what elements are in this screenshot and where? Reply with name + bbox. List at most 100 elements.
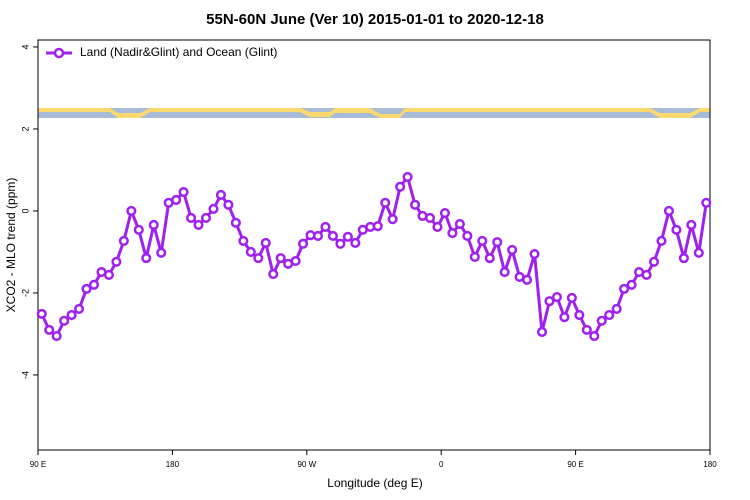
- data-point: [44, 324, 55, 335]
- data-point: [424, 212, 436, 223]
- data-point: [559, 312, 570, 323]
- data-point: [678, 253, 689, 264]
- data-point: [342, 231, 353, 242]
- data-point: [298, 238, 309, 249]
- data-point: [126, 205, 137, 217]
- data-point: [686, 219, 697, 230]
- data-point: [171, 194, 182, 205]
- data-point: [499, 267, 510, 278]
- y-axis-label: XCO2 - MLO trend (ppm): [4, 178, 18, 313]
- land-ocean-strip: [38, 108, 710, 118]
- data-point: [484, 253, 495, 264]
- data-point: [215, 189, 226, 201]
- data-point: [671, 224, 682, 235]
- data-point: [275, 253, 286, 264]
- data-point: [350, 237, 361, 248]
- y-tick-label: -4: [20, 371, 30, 379]
- data-point: [611, 303, 622, 315]
- data-point: [81, 283, 92, 294]
- data-point: [245, 246, 256, 258]
- data-point: [529, 248, 540, 260]
- data-point: [312, 230, 324, 242]
- data-point: [327, 230, 338, 242]
- data-point: [648, 256, 660, 267]
- data-point: [253, 253, 264, 264]
- data-point: [88, 279, 100, 290]
- data-point: [74, 303, 85, 315]
- data-point: [223, 199, 234, 210]
- data-point: [469, 251, 480, 262]
- data-point: [656, 235, 667, 246]
- legend-marker: [53, 47, 65, 59]
- x-tick-label: 180: [166, 460, 180, 469]
- data-point: [230, 217, 241, 228]
- data-point: [544, 296, 555, 307]
- data-point: [410, 199, 421, 210]
- data-point: [238, 235, 249, 246]
- data-point: [320, 221, 331, 233]
- data-point: [589, 330, 600, 342]
- y-tick-label: -2: [20, 289, 30, 297]
- data-point: [387, 214, 398, 225]
- x-axis-label: Longitude (deg E): [327, 476, 422, 490]
- x-tick-label: 180: [703, 460, 717, 469]
- x-tick-label: 90 W: [297, 460, 316, 469]
- data-point: [66, 310, 77, 321]
- data-point: [462, 230, 473, 242]
- data-point: [551, 292, 562, 303]
- x-tick-label: 90 E: [30, 460, 46, 469]
- data-point: [536, 326, 548, 337]
- data-point: [133, 224, 144, 235]
- data-point: [268, 269, 279, 280]
- legend-label: Land (Nadir&Glint) and Ocean (Glint): [80, 45, 277, 59]
- land-band: [38, 108, 710, 118]
- data-point: [402, 171, 413, 182]
- data-point: [522, 274, 533, 285]
- data-point: [118, 235, 129, 246]
- data-point: [36, 308, 47, 319]
- data-point: [454, 219, 465, 230]
- data-point: [604, 310, 615, 321]
- data-point: [111, 256, 122, 267]
- data-point: [596, 315, 607, 326]
- data-point: [507, 244, 518, 255]
- data-point: [626, 279, 637, 290]
- data-point: [51, 330, 62, 342]
- data-point: [103, 269, 114, 280]
- data-point: [439, 207, 450, 219]
- data-point: [186, 212, 197, 223]
- data-point: [260, 237, 271, 248]
- data-point: [335, 238, 346, 249]
- y-tick-label: 0: [20, 208, 30, 213]
- data-point: [432, 221, 443, 233]
- data-point: [200, 212, 212, 223]
- x-tick-label: 90 E: [567, 460, 583, 469]
- y-tick-label: 2: [20, 126, 30, 131]
- data-point: [581, 324, 592, 335]
- data-point: [693, 247, 704, 258]
- data-point: [477, 235, 488, 246]
- data-point: [148, 219, 159, 230]
- data-point: [641, 269, 652, 280]
- data-point: [380, 197, 391, 208]
- data-point: [395, 181, 406, 192]
- data-point: [663, 205, 674, 217]
- x-tick-label: 0: [439, 460, 444, 469]
- chart-title: 55N-60N June (Ver 10) 2015-01-01 to 2020…: [206, 11, 544, 28]
- plot-frame: [37, 39, 711, 451]
- data-point: [193, 219, 204, 230]
- data-point: [59, 315, 70, 326]
- data-point: [372, 221, 383, 232]
- data-point: [492, 237, 503, 248]
- data-point: [156, 247, 167, 258]
- data-point: [574, 310, 585, 321]
- data-point: [290, 255, 301, 267]
- data-point: [619, 283, 630, 294]
- data-point: [141, 253, 152, 264]
- data-point: [566, 292, 577, 303]
- data-point: [178, 187, 189, 198]
- data-point: [447, 228, 458, 239]
- data-point: [701, 197, 712, 208]
